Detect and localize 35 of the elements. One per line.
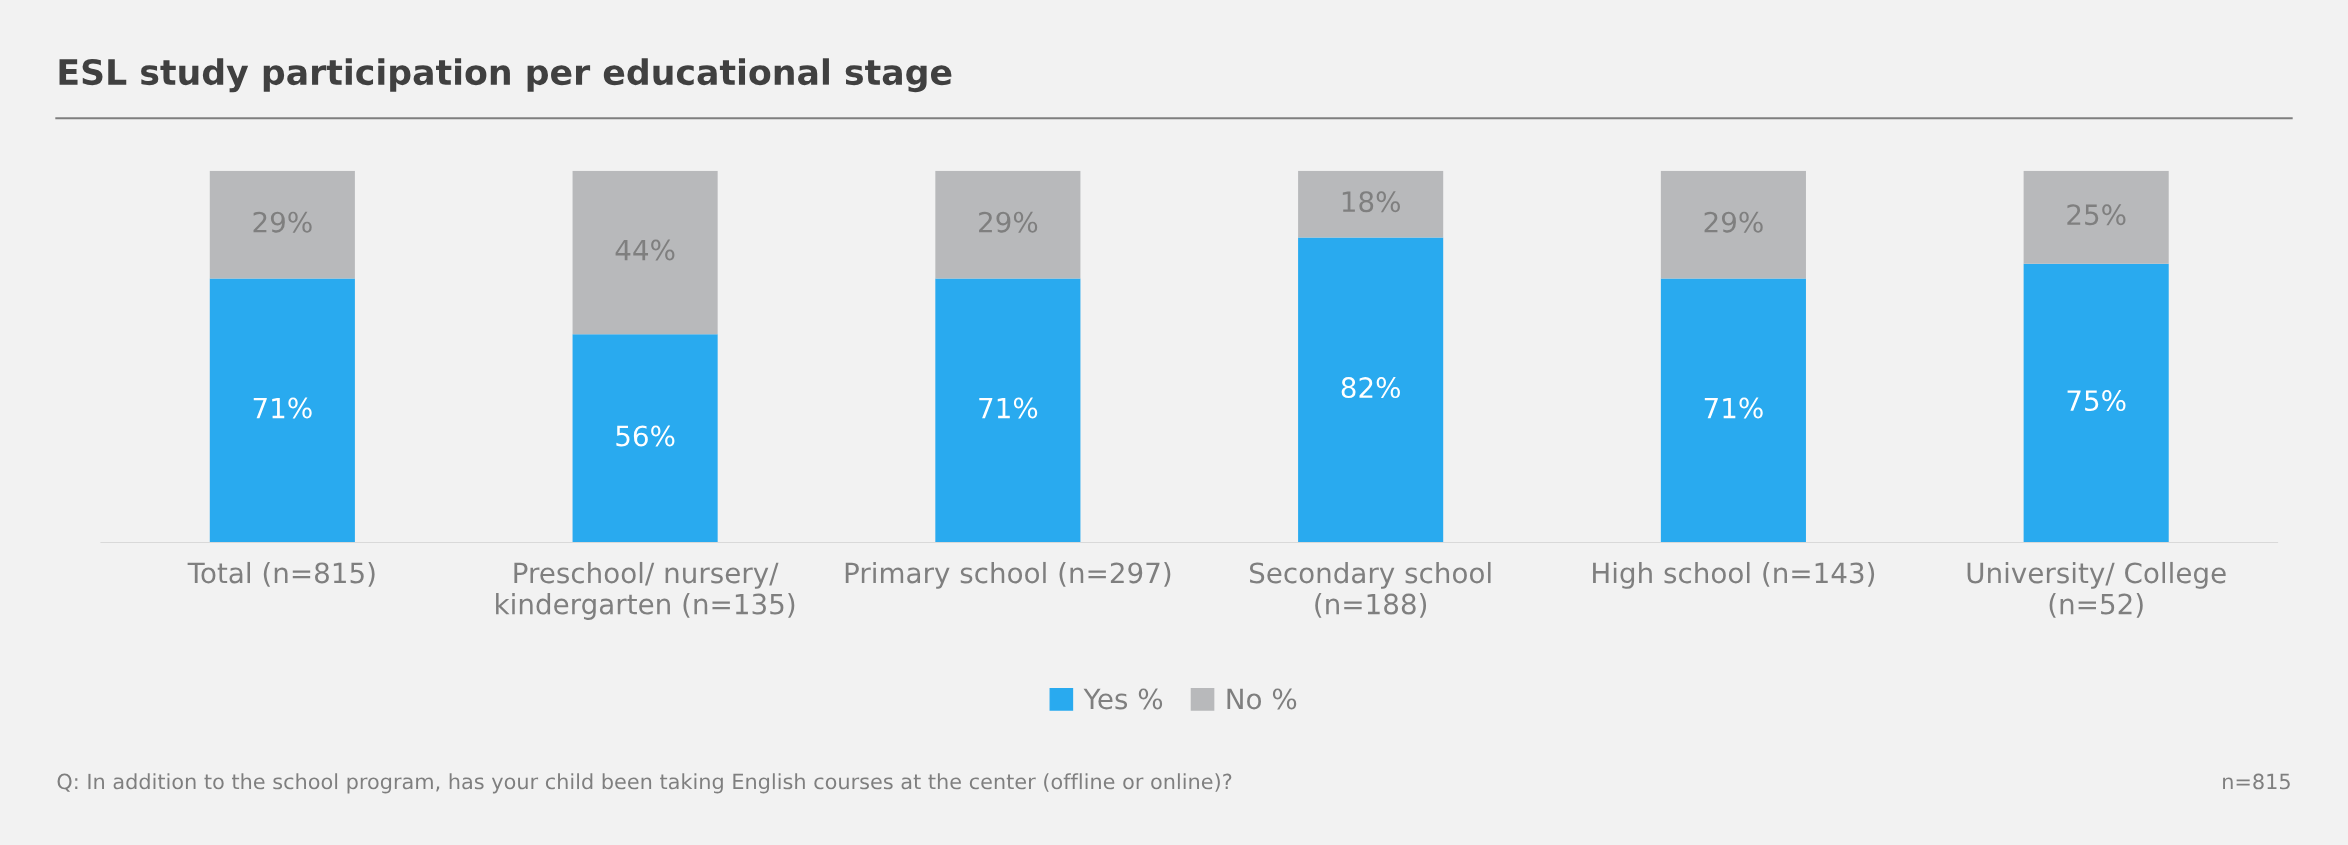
bar — [935, 278, 1081, 543]
data-label: 29% — [253, 211, 312, 233]
data-label: 71% — [253, 397, 312, 419]
x-tick-label: University/ College (n=52) — [1967, 561, 2226, 618]
bar — [1660, 278, 1806, 543]
bar — [935, 170, 1081, 279]
data-label: 44% — [615, 239, 675, 261]
chart-title: ESL study participation per educational stage — [59, 58, 952, 93]
bar — [2023, 170, 2169, 264]
data-label: 25% — [2067, 204, 2126, 226]
data-label: 75% — [2067, 390, 2126, 412]
bar — [209, 170, 355, 279]
bar — [1298, 237, 1444, 543]
x-tick-label: Preschool/ nursery/ kindergarten (n=135) — [496, 561, 795, 620]
data-label: 29% — [1704, 211, 1763, 233]
x-tick-label: High school (n=143) — [1593, 561, 1875, 589]
text: Q: In addition to the school program, has your child been taking English courses at the center (offline or online)? — [57, 773, 1232, 794]
bar — [572, 334, 718, 543]
data-label: 29% — [979, 211, 1038, 233]
bar — [572, 170, 718, 335]
bar — [2023, 263, 2169, 543]
x-tick-label: Total (n=815) — [187, 561, 375, 587]
x-tick-label: Secondary school (n=188) — [1249, 561, 1491, 618]
bar — [1298, 170, 1444, 238]
text: n=815 — [2223, 773, 2290, 790]
data-label: 71% — [1704, 397, 1763, 419]
data-label: 71% — [979, 397, 1038, 419]
legend-label: No % — [1227, 688, 1297, 710]
x-tick-label: Primary school (n=297) — [845, 561, 1171, 589]
bar — [1660, 170, 1806, 279]
data-label: 82% — [1341, 377, 1400, 399]
legend-label: Yes % — [1083, 688, 1163, 710]
data-label: 56% — [616, 425, 675, 447]
bar — [209, 278, 355, 543]
data-label: 18% — [1342, 191, 1400, 213]
